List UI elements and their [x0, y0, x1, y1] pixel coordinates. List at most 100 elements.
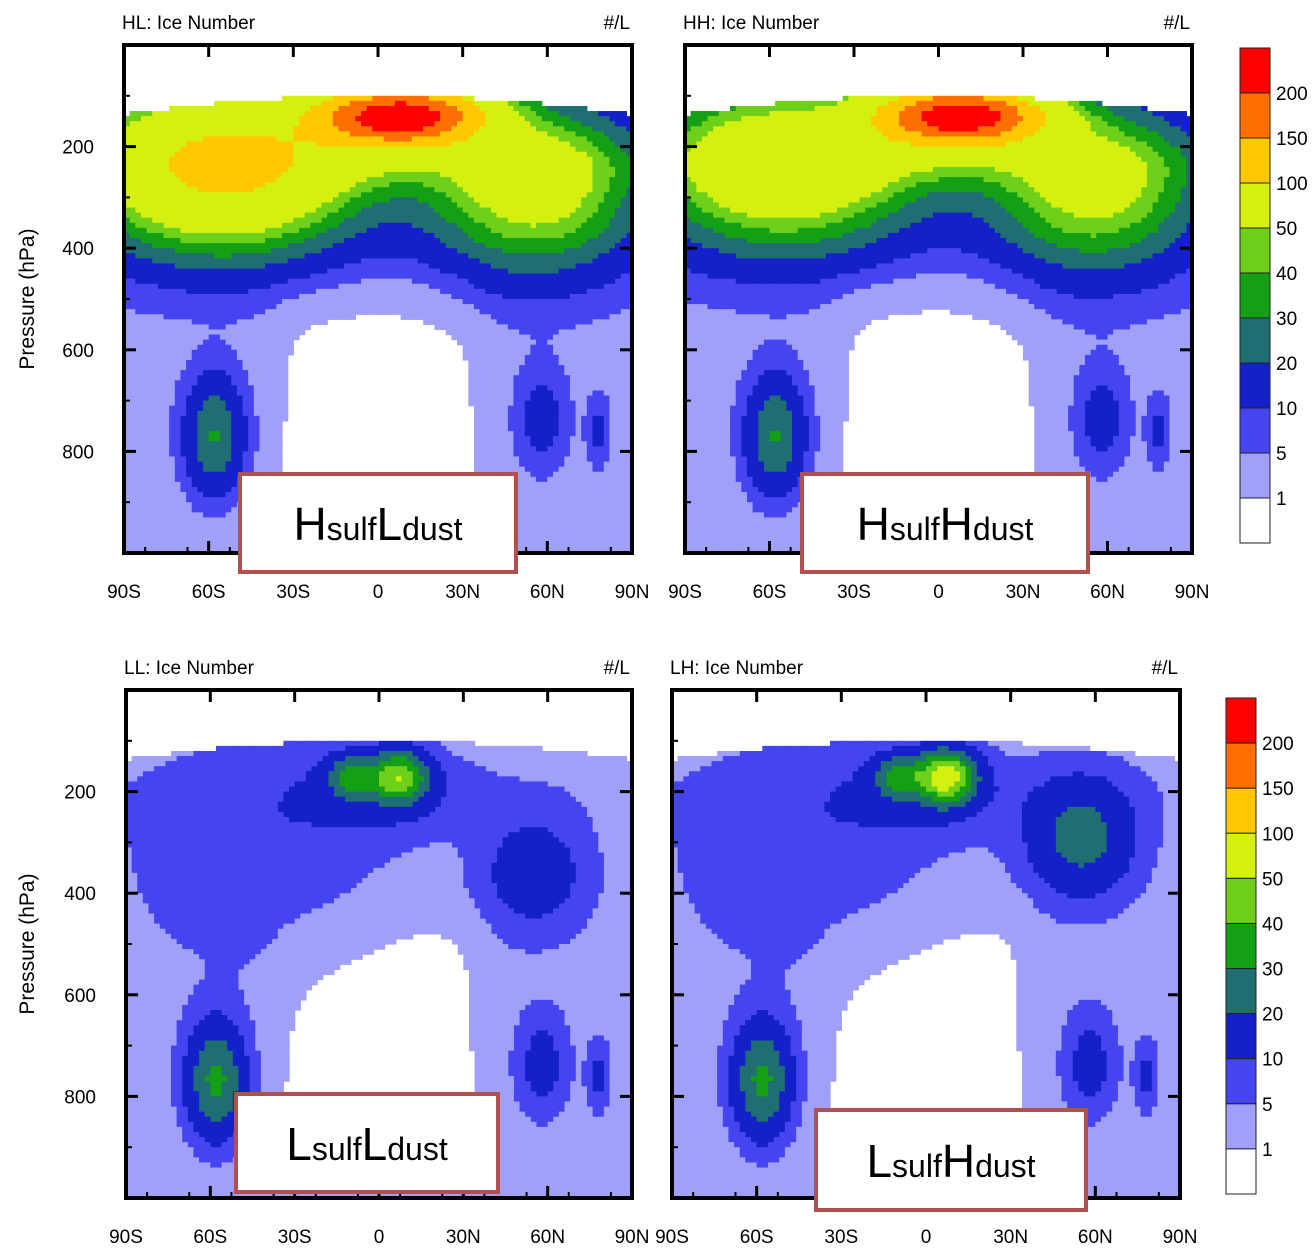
case-label-box: [814, 1108, 1088, 1212]
colorbar-1: 1 5 10 20 30 40 50 100 150 200: [1239, 47, 1308, 544]
colorbar-box: [1225, 968, 1257, 1015]
colorbar-box: [1225, 877, 1257, 924]
case-label: LsulfHdust: [866, 1135, 1035, 1187]
x-tick-label: 60N: [1078, 1227, 1113, 1248]
y-tick-label: 400: [64, 884, 96, 905]
colorbar-label: 1: [1276, 489, 1287, 510]
case-label: HsulfLdust: [293, 498, 462, 550]
units-label: #/L: [1164, 13, 1190, 34]
colorbar-box: [1239, 227, 1271, 274]
y-tick-label: 200: [64, 783, 96, 804]
y-tick-label: 800: [62, 442, 94, 463]
colorbar-box: [1239, 47, 1271, 94]
colorbar-label: 1: [1262, 1140, 1273, 1161]
colorbar-box: [1239, 497, 1271, 544]
y-axis-label: Pressure (hPa): [16, 228, 39, 369]
colorbar-label: 30: [1276, 309, 1297, 330]
x-tick-label: 0: [921, 1227, 932, 1248]
x-tick-label: 0: [373, 582, 384, 603]
x-tick-label: 90N: [615, 1227, 650, 1248]
x-tick-label: 90S: [655, 1227, 689, 1248]
colorbar-box: [1225, 922, 1257, 970]
colorbar-label: 50: [1276, 219, 1297, 240]
colorbar-box: [1225, 1103, 1257, 1150]
colorbar-box: [1239, 137, 1271, 184]
colorbar-box: [1225, 1013, 1257, 1060]
x-tick-label: 0: [374, 1227, 385, 1248]
colorbar-label: 150: [1262, 779, 1294, 800]
units-label: #/L: [604, 13, 630, 34]
colorbar-label: 20: [1276, 354, 1297, 375]
x-tick-label: 0: [933, 582, 944, 603]
y-tick-label: 200: [62, 138, 94, 159]
units-label: #/L: [1152, 658, 1178, 679]
panel-4: 90S 60S 30S 0 30N 60N 90N LH: Ice Number #/L Lsul…: [655, 658, 1197, 1248]
colorbar-label: 100: [1262, 824, 1294, 845]
y-tick-label: 800: [64, 1087, 96, 1108]
case-label-box: [238, 472, 518, 574]
colorbar-label: 200: [1262, 734, 1294, 755]
contour-field: [124, 95, 632, 553]
colorbar-label: 40: [1262, 914, 1283, 935]
y-tick-label: 600: [64, 986, 96, 1007]
contour-field: [126, 740, 632, 1198]
colorbar-label: 200: [1276, 84, 1308, 105]
case-label-box: [800, 472, 1090, 574]
panel-title: HH: Ice Number: [683, 13, 820, 34]
colorbar-box: [1225, 832, 1257, 879]
x-tick-label: 90S: [107, 582, 141, 603]
x-tick-label: 60S: [740, 1227, 774, 1248]
x-tick-label: 90S: [109, 1227, 143, 1248]
colorbar-box: [1225, 1058, 1257, 1105]
colorbar-label: 20: [1262, 1005, 1283, 1026]
colorbar-label: 30: [1262, 960, 1283, 981]
colorbar-label: 150: [1276, 129, 1308, 150]
colorbar-box: [1239, 92, 1271, 139]
panel-3: 90S 60S 30S 0 30N 60N 90N 200 400 600 800 Pressure …: [16, 658, 649, 1248]
x-tick-label: 60S: [753, 582, 787, 603]
colorbar-label: 10: [1262, 1050, 1283, 1071]
panel-2: 90S 60S 30S 0 30N 60N 90N HH: Ice Number #/L Hsul…: [668, 13, 1209, 603]
colorbar-label: 50: [1262, 869, 1283, 890]
x-tick-label: 90N: [1175, 582, 1210, 603]
x-tick-label: 60S: [192, 582, 226, 603]
panel-title: HL: Ice Number: [122, 13, 256, 34]
case-label-box: [234, 1092, 500, 1194]
colorbar-label: 10: [1276, 399, 1297, 420]
panel-title: LH: Ice Number: [670, 658, 804, 679]
case-label: HsulfHdust: [857, 498, 1034, 550]
x-tick-label: 30S: [824, 1227, 858, 1248]
colorbar-label: 5: [1262, 1095, 1273, 1116]
colorbar-box: [1239, 452, 1271, 499]
case-label: LsulfLdust: [286, 1118, 448, 1170]
panel-1: 90S 60S 30S 0 30N 60N 90N 200 400 600 800 Pressure …: [16, 13, 649, 603]
x-tick-label: 30N: [446, 1227, 481, 1248]
colorbar-label: 5: [1276, 444, 1287, 465]
y-axis-label: Pressure (hPa): [16, 873, 39, 1014]
x-tick-label: 60N: [1090, 582, 1125, 603]
x-tick-label: 30S: [276, 582, 310, 603]
x-tick-label: 90N: [1163, 1227, 1198, 1248]
colorbar-box: [1225, 1148, 1257, 1195]
units-label: #/L: [604, 658, 630, 679]
x-tick-label: 60N: [530, 1227, 565, 1248]
y-tick-label: 600: [62, 341, 94, 362]
panel-title: LL: Ice Number: [124, 658, 255, 679]
colorbar-label: 40: [1276, 264, 1297, 285]
x-tick-label: 60S: [193, 1227, 227, 1248]
colorbar-label: 100: [1276, 174, 1308, 195]
x-tick-label: 30S: [837, 582, 871, 603]
colorbar-box: [1225, 697, 1257, 744]
x-tick-label: 30S: [278, 1227, 312, 1248]
colorbar-box: [1225, 742, 1257, 789]
colorbar-box: [1239, 272, 1271, 319]
colorbar-box: [1239, 317, 1271, 364]
colorbar-box: [1239, 362, 1271, 409]
colorbar-box: [1239, 407, 1271, 454]
y-tick-label: 400: [62, 239, 94, 260]
x-tick-label: 60N: [530, 582, 565, 603]
x-tick-label: 90N: [615, 582, 650, 603]
colorbar-2: 1 5 10 20 30 40 50 100 150 200: [1225, 697, 1294, 1195]
x-tick-label: 90S: [668, 582, 702, 603]
